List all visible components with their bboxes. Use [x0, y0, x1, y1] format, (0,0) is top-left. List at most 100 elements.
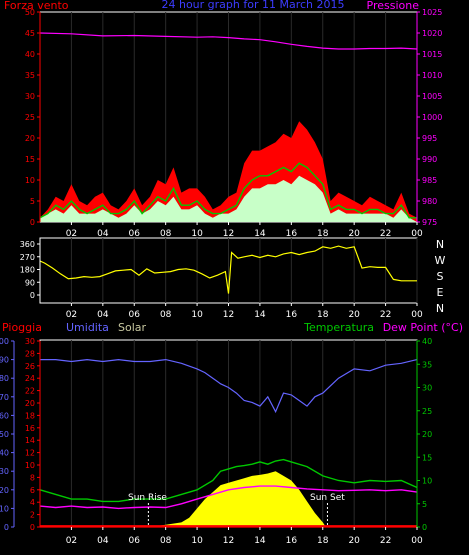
- x-tick-label: 20: [348, 536, 360, 546]
- rain-axis-tick-label: 14: [25, 436, 35, 445]
- panel2-x-axis: 02 04 06 08 10 12 14 16 18 20 22 00: [66, 303, 423, 320]
- pressure-axis-tick-label: 1005: [422, 92, 442, 101]
- x-tick-label: 10: [191, 229, 203, 239]
- wind-axis-tick-label: 0: [30, 218, 35, 227]
- humidity-line: [40, 358, 418, 414]
- temperature-axis-tick-label: 15: [422, 453, 432, 462]
- compass-s: S: [437, 270, 444, 283]
- pressure-axis-tick-label: 995: [422, 134, 437, 143]
- panel2-left-axis: 0 90 180 270 360: [20, 240, 41, 300]
- pressure-axis-tick-label: 985: [422, 176, 437, 185]
- pressure-axis-tick-label: 1010: [422, 71, 442, 80]
- wind-axis-tick-label: 15: [25, 155, 35, 164]
- x-tick-label: 12: [223, 310, 234, 320]
- x-tick-label: 18: [317, 536, 329, 546]
- direction-axis-tick-label: 0: [30, 291, 35, 300]
- panel3-series: [39, 358, 418, 528]
- x-tick-label: 06: [129, 229, 141, 239]
- temperature-line: [39, 458, 418, 503]
- humidity-axis-tick-label: 10: [0, 504, 9, 513]
- x-tick-label: 10: [191, 536, 203, 546]
- rain-axis-tick-label: 22: [25, 387, 35, 396]
- sun-set-label: Sun Set: [310, 493, 345, 503]
- compass-n-top: N: [436, 238, 444, 251]
- wind-speed-line: [39, 162, 417, 219]
- x-tick-label: 12: [223, 536, 234, 546]
- x-tick-label: 10: [191, 310, 203, 320]
- rain-axis-tick-label: 26: [25, 362, 35, 371]
- x-tick-label: 06: [129, 310, 141, 320]
- humidity-axis-tick-label: 60: [0, 411, 9, 420]
- panel2-series: [39, 245, 417, 294]
- humidity-axis-tick-label: 40: [0, 449, 9, 458]
- x-tick-label: 16: [286, 310, 298, 320]
- panel3-humidity-axis: 0 10 20 30 40 50 60 70 80 90 100: [0, 337, 15, 532]
- pressure-axis-tick-label: 1015: [422, 50, 442, 59]
- temperature-axis-tick-label: 25: [422, 407, 432, 416]
- rain-axis-tick-label: 12: [25, 449, 35, 458]
- humidity-axis-tick-label: 50: [0, 430, 9, 439]
- x-tick-label: 02: [66, 310, 77, 320]
- direction-axis-tick-label: 360: [20, 240, 35, 249]
- x-tick-label: 20: [348, 229, 360, 239]
- x-tick-label: 18: [317, 310, 329, 320]
- rain-axis-tick-label: 24: [25, 374, 35, 383]
- temperature-axis-tick-label: 35: [422, 360, 432, 369]
- panel3-x-axis: 02 04 06 08 10 12 14 16 18 20 22 00: [66, 527, 423, 546]
- wind-axis-tick-label: 45: [25, 29, 35, 38]
- panel1-left-axis: 0 5 10 15 20 25 30 35 40 45 50: [25, 8, 41, 227]
- compass-n-bottom: N: [436, 302, 444, 315]
- wind-axis-tick-label: 50: [25, 8, 35, 17]
- temperature-label: Temperatura: [303, 321, 374, 334]
- rain-axis-tick-label: 0: [30, 523, 35, 532]
- humidity-axis-tick-label: 80: [0, 374, 9, 383]
- pressure-axis-tick-label: 1020: [422, 29, 442, 38]
- compass-w: W: [435, 254, 446, 267]
- pressure-axis-tick-label: 1025: [422, 8, 442, 17]
- wind-axis-tick-label: 30: [25, 92, 35, 101]
- rain-label: Pioggia: [2, 321, 42, 334]
- x-tick-label: 00: [411, 310, 423, 320]
- x-tick-label: 14: [254, 229, 266, 239]
- wind-base-area: [40, 175, 417, 222]
- rain-axis-tick-label: 20: [25, 399, 35, 408]
- humidity-axis-tick-label: 30: [0, 467, 9, 476]
- rain-axis-tick-label: 2: [30, 511, 35, 520]
- direction-axis-tick-label: 180: [20, 266, 35, 275]
- temperature-axis-tick-label: 10: [422, 477, 432, 486]
- rain-axis-tick-label: 30: [25, 337, 35, 346]
- x-tick-label: 00: [411, 536, 423, 546]
- x-tick-label: 12: [223, 229, 234, 239]
- x-tick-label: 16: [286, 536, 298, 546]
- humidity-axis-tick-label: 100: [0, 337, 9, 346]
- pressure-line: [39, 32, 418, 50]
- x-tick-label: 22: [380, 536, 391, 546]
- rain-axis-tick-label: 10: [25, 461, 35, 470]
- x-tick-label: 04: [97, 310, 109, 320]
- wind-axis-tick-label: 40: [25, 50, 35, 59]
- pressure-axis-tick-label: 1000: [422, 113, 442, 122]
- rain-axis-tick-label: 6: [30, 486, 35, 495]
- x-tick-label: 00: [411, 229, 423, 239]
- humidity-axis-tick-label: 90: [0, 356, 9, 365]
- rain-axis-tick-label: 4: [30, 498, 35, 507]
- humidity-axis-tick-label: 0: [4, 523, 9, 532]
- wind-axis-tick-label: 5: [30, 197, 35, 206]
- x-tick-label: 14: [254, 536, 266, 546]
- x-tick-label: 18: [317, 229, 329, 239]
- rain-axis-tick-label: 8: [30, 473, 35, 482]
- rain-axis-tick-label: 16: [25, 424, 35, 433]
- rain-axis-tick-label: 28: [25, 349, 35, 358]
- wind-label: Forza vento: [4, 0, 69, 12]
- temperature-axis-tick-label: 30: [422, 384, 432, 393]
- temperature-axis-tick-label: 40: [422, 337, 432, 346]
- x-tick-label: 02: [66, 229, 77, 239]
- solar-area: [146, 471, 326, 527]
- panel1-series: [39, 32, 418, 222]
- x-tick-label: 14: [254, 310, 266, 320]
- humidity-axis-tick-label: 20: [0, 486, 9, 495]
- pressure-axis-tick-label: 980: [422, 197, 437, 206]
- wind-axis-tick-label: 25: [25, 113, 35, 122]
- panel3-temperature-axis: 0 5 10 15 20 25 30 35 40: [416, 337, 432, 532]
